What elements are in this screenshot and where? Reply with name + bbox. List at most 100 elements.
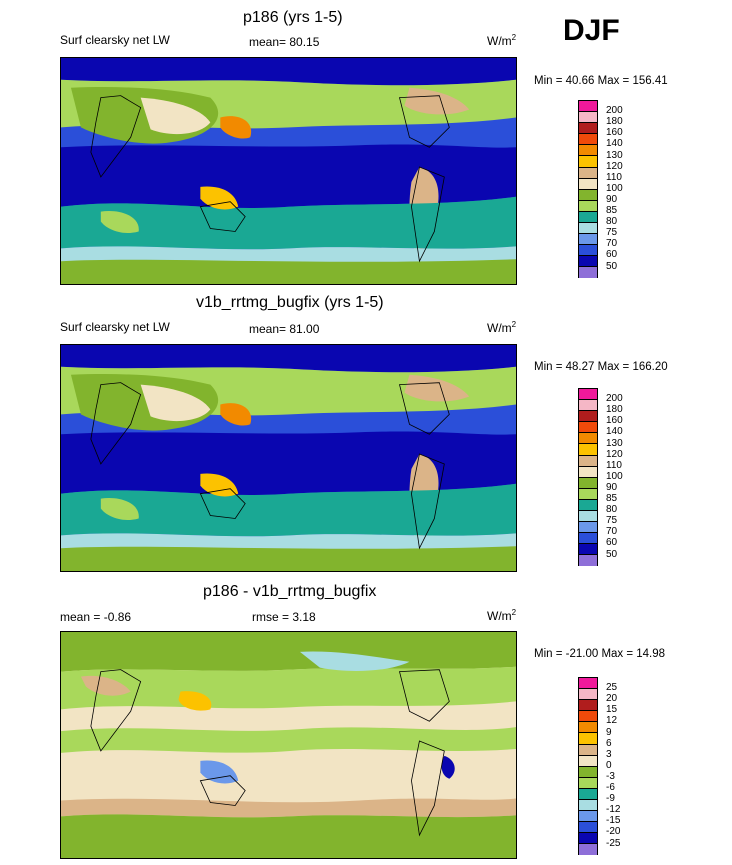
panel-3-units: W/m2 — [487, 608, 516, 623]
colorbar-tick-label: 200 — [606, 393, 623, 405]
colorbar-tick-label: -15 — [606, 815, 621, 827]
colorbar-tick-label: 180 — [606, 404, 623, 416]
colorbar-swatch — [578, 266, 598, 278]
panel-3-units-sup: 2 — [511, 608, 517, 617]
panel-3-minmax: Min = -21.00 Max = 14.98 — [534, 648, 666, 660]
colorbar-swatch — [578, 688, 598, 700]
colorbar-swatch — [578, 510, 598, 522]
panel-1-colorbar: 200 180 160 140 130 120 110 100 90 85 80 75 70 60 50 — [578, 100, 623, 278]
colorbar-tick-label: -6 — [606, 782, 615, 793]
panel-1-units-sup: 2 — [511, 33, 517, 42]
colorbar-swatch — [578, 476, 598, 488]
colorbar-swatch — [578, 421, 598, 433]
panel-3-mean-label: mean = -0.86 — [60, 610, 132, 624]
colorbar-tick-label: 80 — [606, 504, 618, 516]
colorbar-tick-label: 85 — [606, 493, 618, 504]
colorbar-tick-label: 9 — [606, 726, 612, 738]
colorbar-swatch — [578, 821, 598, 833]
colorbar-tick-label: 100 — [606, 182, 623, 194]
colorbar-tick-label: 3 — [606, 748, 612, 760]
colorbar-swatch — [578, 454, 598, 466]
colorbar-tick-label: 6 — [606, 737, 612, 749]
colorbar-tick-label: 70 — [606, 238, 618, 250]
colorbar-swatch — [578, 465, 598, 477]
panel-2-variable-label: Surf clearsky net LW — [60, 320, 170, 334]
colorbar-swatch — [578, 177, 598, 189]
colorbar-tick-label: -20 — [606, 826, 621, 838]
colorbar-swatch — [578, 133, 598, 145]
colorbar-swatch — [578, 222, 598, 234]
colorbar-swatch — [578, 244, 598, 256]
colorbar-tick-label: 70 — [606, 526, 618, 538]
colorbar-tick-label: -3 — [606, 770, 615, 782]
colorbar-swatch — [578, 732, 598, 744]
colorbar-swatch — [578, 487, 598, 499]
panel-2-title: v1b_rrtmg_bugfix (yrs 1-5) — [196, 294, 384, 311]
panel-1-mean-label: mean= 80.15 — [249, 35, 320, 49]
colorbar-swatch — [578, 521, 598, 533]
colorbar-tick-label: 25 — [606, 682, 618, 694]
colorbar-tick-label: 140 — [606, 138, 623, 150]
colorbar-swatch — [578, 754, 598, 766]
colorbar-tick-label: -12 — [606, 804, 621, 816]
colorbar-swatch — [578, 155, 598, 167]
colorbar-tick-label: 15 — [606, 704, 618, 716]
colorbar-swatch — [578, 787, 598, 800]
panel-2-mean-label: mean= 81.00 — [249, 322, 320, 336]
colorbar-swatch — [578, 543, 598, 555]
panel-3-title: p186 - v1b_rrtmg_bugfix — [203, 583, 377, 600]
colorbar-swatch — [578, 843, 598, 855]
colorbar-swatch — [578, 233, 598, 245]
colorbar-swatch — [578, 532, 598, 544]
colorbar-swatch — [578, 111, 598, 123]
colorbar-tick-label: 100 — [606, 470, 623, 482]
colorbar-swatch — [578, 188, 598, 200]
colorbar-tick-label: 90 — [606, 193, 618, 205]
colorbar-tick-label: 90 — [606, 481, 618, 493]
colorbar-swatch — [578, 699, 598, 711]
season-label: DJF — [563, 14, 620, 47]
colorbar-swatch — [578, 765, 598, 777]
colorbar-swatch — [578, 776, 598, 788]
colorbar-tick-label: 80 — [606, 216, 618, 228]
panel-2-minmax: Min = 48.27 Max = 166.20 — [534, 361, 668, 373]
colorbar-tick-label: 110 — [606, 459, 622, 471]
colorbar-swatch — [578, 122, 598, 134]
colorbar-tick-label: 20 — [606, 693, 618, 705]
colorbar-tick-label: 50 — [606, 260, 618, 272]
colorbar-swatch — [578, 721, 598, 733]
colorbar-tick-label: 160 — [606, 127, 623, 139]
panel-1-minmax: Min = 40.66 Max = 156.41 — [534, 75, 668, 87]
panel-1-variable-label: Surf clearsky net LW — [60, 33, 170, 47]
colorbar-tick-label: 180 — [606, 116, 623, 128]
panel-1-units: W/m2 — [487, 33, 516, 48]
panel-3-colorbar: 25 20 15 12 9 6 3 0 -3 -6 -9 -12 -15 -20 -25 — [578, 677, 620, 855]
colorbar-swatch — [578, 255, 598, 267]
panel-2-units: W/m2 — [487, 320, 516, 335]
panel-3-map — [60, 631, 517, 859]
colorbar-swatch — [578, 100, 598, 112]
colorbar-tick-label: -9 — [606, 793, 615, 805]
panel-1-title: p186 (yrs 1-5) — [243, 9, 343, 26]
panel-1-map — [60, 57, 517, 285]
colorbar-swatch — [578, 410, 598, 422]
colorbar-tick-label: 60 — [606, 249, 618, 261]
colorbar-tick-label: 120 — [606, 160, 623, 172]
panel-2-units-sup: 2 — [511, 320, 517, 329]
colorbar-swatch — [578, 677, 598, 689]
colorbar-tick-label: 200 — [606, 105, 623, 117]
colorbar-tick-label: 50 — [606, 548, 618, 560]
colorbar-swatch — [578, 399, 598, 411]
colorbar-tick-label: 160 — [606, 415, 623, 427]
colorbar-tick-label: 130 — [606, 149, 623, 161]
panel-1-units-text: W/m — [487, 34, 512, 48]
panel-2-units-text: W/m — [487, 321, 512, 335]
colorbar-tick-label: 12 — [606, 715, 618, 727]
colorbar-tick-label: 110 — [606, 171, 622, 183]
colorbar-tick-label: 85 — [606, 205, 618, 216]
colorbar-swatch — [578, 554, 598, 566]
colorbar-swatch — [578, 710, 598, 722]
colorbar-swatch — [578, 498, 598, 511]
colorbar-swatch — [578, 810, 598, 822]
panel-2-map — [60, 344, 517, 572]
